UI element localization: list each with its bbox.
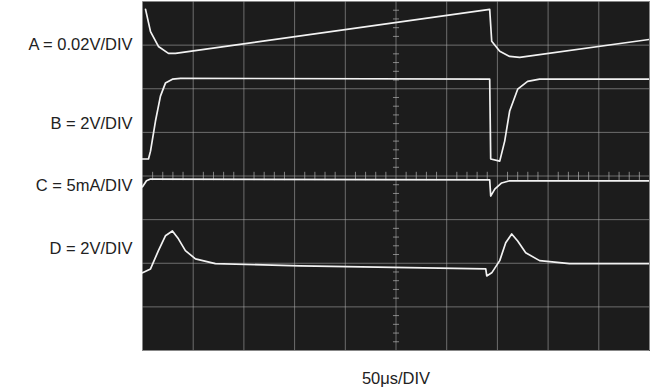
- svg-text:C = 5mA/DIV: C = 5mA/DIV: [36, 176, 133, 194]
- svg-text:B = 2V/DIV: B = 2V/DIV: [50, 114, 132, 132]
- svg-text:D = 2V/DIV: D = 2V/DIV: [50, 239, 133, 257]
- svg-text:A = 0.02V/DIV: A = 0.02V/DIV: [28, 35, 132, 53]
- svg-text:50μs/DIV: 50μs/DIV: [362, 369, 430, 387]
